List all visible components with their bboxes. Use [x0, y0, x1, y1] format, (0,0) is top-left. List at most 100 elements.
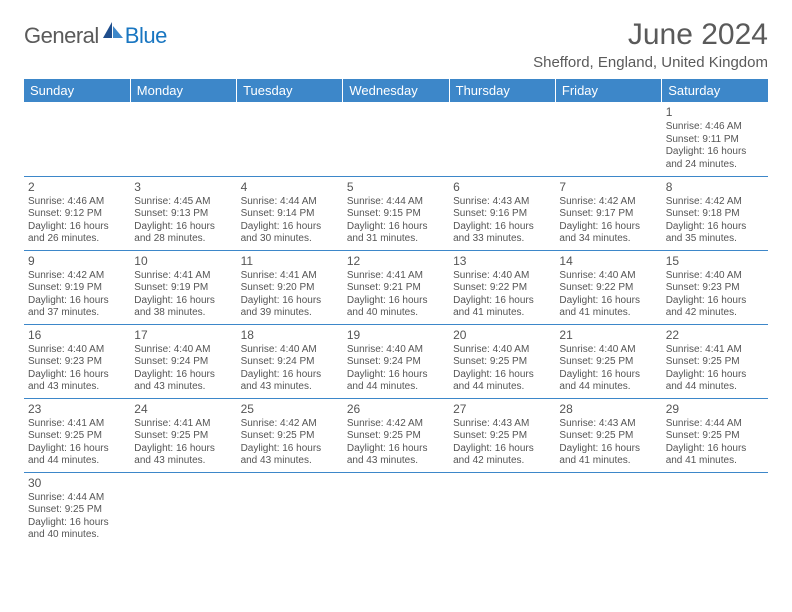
day-number: 6: [453, 180, 551, 195]
col-monday: Monday: [130, 79, 236, 102]
sunset-line: Sunset: 9:25 PM: [666, 430, 764, 443]
col-wednesday: Wednesday: [343, 79, 449, 102]
sunset-line: Sunset: 9:25 PM: [241, 430, 339, 443]
sunset-line: Sunset: 9:23 PM: [28, 356, 126, 369]
day-number: 15: [666, 254, 764, 269]
sunset-line: Sunset: 9:19 PM: [28, 282, 126, 295]
daylight-line: Daylight: 16 hours and 38 minutes.: [134, 295, 232, 320]
day-cell: 7Sunrise: 4:42 AMSunset: 9:17 PMDaylight…: [555, 176, 661, 250]
day-cell: [343, 472, 449, 546]
sunset-line: Sunset: 9:15 PM: [347, 208, 445, 221]
day-cell: 8Sunrise: 4:42 AMSunset: 9:18 PMDaylight…: [662, 176, 768, 250]
sunrise-line: Sunrise: 4:40 AM: [241, 344, 339, 357]
week-row: 2Sunrise: 4:46 AMSunset: 9:12 PMDaylight…: [24, 176, 768, 250]
day-cell: [662, 472, 768, 546]
logo: General Blue: [24, 22, 167, 50]
logo-sail-icon: [103, 22, 125, 40]
col-tuesday: Tuesday: [237, 79, 343, 102]
sunset-line: Sunset: 9:20 PM: [241, 282, 339, 295]
daylight-line: Daylight: 16 hours and 43 minutes.: [28, 369, 126, 394]
day-number: 25: [241, 402, 339, 417]
col-saturday: Saturday: [662, 79, 768, 102]
sunrise-line: Sunrise: 4:41 AM: [241, 270, 339, 283]
daylight-line: Daylight: 16 hours and 30 minutes.: [241, 221, 339, 246]
daylight-line: Daylight: 16 hours and 43 minutes.: [134, 369, 232, 394]
day-cell: [130, 102, 236, 176]
daylight-line: Daylight: 16 hours and 41 minutes.: [559, 443, 657, 468]
day-cell: 1Sunrise: 4:46 AMSunset: 9:11 PMDaylight…: [662, 102, 768, 176]
calendar-body: 1Sunrise: 4:46 AMSunset: 9:11 PMDaylight…: [24, 102, 768, 546]
day-number: 8: [666, 180, 764, 195]
day-number: 11: [241, 254, 339, 269]
daylight-line: Daylight: 16 hours and 37 minutes.: [28, 295, 126, 320]
day-number: 3: [134, 180, 232, 195]
sunrise-line: Sunrise: 4:40 AM: [453, 270, 551, 283]
day-number: 2: [28, 180, 126, 195]
day-number: 27: [453, 402, 551, 417]
week-row: 9Sunrise: 4:42 AMSunset: 9:19 PMDaylight…: [24, 250, 768, 324]
day-number: 19: [347, 328, 445, 343]
day-number: 28: [559, 402, 657, 417]
sunrise-line: Sunrise: 4:41 AM: [134, 270, 232, 283]
daylight-line: Daylight: 16 hours and 44 minutes.: [347, 369, 445, 394]
day-number: 17: [134, 328, 232, 343]
day-number: 21: [559, 328, 657, 343]
sunrise-line: Sunrise: 4:41 AM: [666, 344, 764, 357]
daylight-line: Daylight: 16 hours and 35 minutes.: [666, 221, 764, 246]
col-friday: Friday: [555, 79, 661, 102]
daylight-line: Daylight: 16 hours and 44 minutes.: [453, 369, 551, 394]
daylight-line: Daylight: 16 hours and 24 minutes.: [666, 146, 764, 171]
sunrise-line: Sunrise: 4:40 AM: [134, 344, 232, 357]
day-cell: 30Sunrise: 4:44 AMSunset: 9:25 PMDayligh…: [24, 472, 130, 546]
sunrise-line: Sunrise: 4:44 AM: [347, 196, 445, 209]
day-number: 23: [28, 402, 126, 417]
sunset-line: Sunset: 9:24 PM: [347, 356, 445, 369]
daylight-line: Daylight: 16 hours and 44 minutes.: [666, 369, 764, 394]
day-number: 4: [241, 180, 339, 195]
day-cell: 25Sunrise: 4:42 AMSunset: 9:25 PMDayligh…: [237, 398, 343, 472]
day-cell: [449, 472, 555, 546]
day-cell: 18Sunrise: 4:40 AMSunset: 9:24 PMDayligh…: [237, 324, 343, 398]
month-title: June 2024: [533, 18, 768, 52]
daylight-line: Daylight: 16 hours and 42 minutes.: [666, 295, 764, 320]
sunrise-line: Sunrise: 4:43 AM: [453, 418, 551, 431]
sunrise-line: Sunrise: 4:42 AM: [28, 270, 126, 283]
day-number: 9: [28, 254, 126, 269]
daylight-line: Daylight: 16 hours and 33 minutes.: [453, 221, 551, 246]
day-cell: 12Sunrise: 4:41 AMSunset: 9:21 PMDayligh…: [343, 250, 449, 324]
day-number: 30: [28, 476, 126, 491]
daylight-line: Daylight: 16 hours and 44 minutes.: [559, 369, 657, 394]
day-number: 29: [666, 402, 764, 417]
sunrise-line: Sunrise: 4:42 AM: [666, 196, 764, 209]
day-cell: 27Sunrise: 4:43 AMSunset: 9:25 PMDayligh…: [449, 398, 555, 472]
sunset-line: Sunset: 9:25 PM: [666, 356, 764, 369]
day-cell: [237, 102, 343, 176]
sunrise-line: Sunrise: 4:44 AM: [241, 196, 339, 209]
col-sunday: Sunday: [24, 79, 130, 102]
daylight-line: Daylight: 16 hours and 28 minutes.: [134, 221, 232, 246]
header: General Blue June 2024 Shefford, England…: [24, 18, 768, 71]
sunset-line: Sunset: 9:21 PM: [347, 282, 445, 295]
week-row: 30Sunrise: 4:44 AMSunset: 9:25 PMDayligh…: [24, 472, 768, 546]
sunset-line: Sunset: 9:25 PM: [28, 430, 126, 443]
day-cell: 16Sunrise: 4:40 AMSunset: 9:23 PMDayligh…: [24, 324, 130, 398]
daylight-line: Daylight: 16 hours and 40 minutes.: [347, 295, 445, 320]
day-number: 7: [559, 180, 657, 195]
day-cell: [237, 472, 343, 546]
sunset-line: Sunset: 9:17 PM: [559, 208, 657, 221]
day-cell: 26Sunrise: 4:42 AMSunset: 9:25 PMDayligh…: [343, 398, 449, 472]
day-cell: 22Sunrise: 4:41 AMSunset: 9:25 PMDayligh…: [662, 324, 768, 398]
day-cell: 6Sunrise: 4:43 AMSunset: 9:16 PMDaylight…: [449, 176, 555, 250]
daylight-line: Daylight: 16 hours and 26 minutes.: [28, 221, 126, 246]
day-cell: [343, 102, 449, 176]
day-number: 12: [347, 254, 445, 269]
day-cell: 9Sunrise: 4:42 AMSunset: 9:19 PMDaylight…: [24, 250, 130, 324]
day-cell: 23Sunrise: 4:41 AMSunset: 9:25 PMDayligh…: [24, 398, 130, 472]
day-cell: 19Sunrise: 4:40 AMSunset: 9:24 PMDayligh…: [343, 324, 449, 398]
col-thursday: Thursday: [449, 79, 555, 102]
day-number: 24: [134, 402, 232, 417]
sunset-line: Sunset: 9:11 PM: [666, 134, 764, 147]
day-cell: 17Sunrise: 4:40 AMSunset: 9:24 PMDayligh…: [130, 324, 236, 398]
daylight-line: Daylight: 16 hours and 42 minutes.: [453, 443, 551, 468]
week-row: 23Sunrise: 4:41 AMSunset: 9:25 PMDayligh…: [24, 398, 768, 472]
